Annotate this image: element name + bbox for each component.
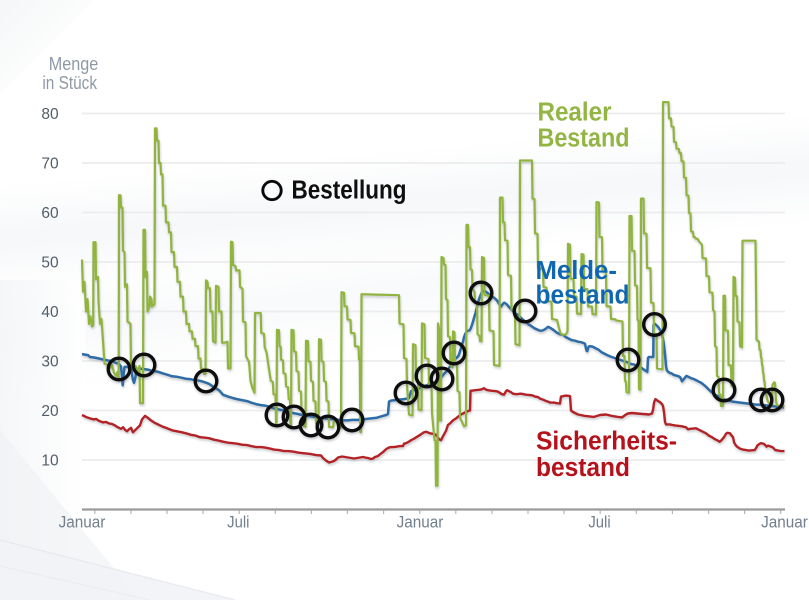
svg-text:Bestand: Bestand bbox=[538, 125, 630, 153]
svg-text:Juli: Juli bbox=[588, 514, 610, 532]
svg-text:30: 30 bbox=[41, 354, 59, 371]
svg-text:in Stück: in Stück bbox=[42, 73, 97, 93]
svg-text:Menge: Menge bbox=[49, 54, 99, 74]
svg-text:Juli: Juli bbox=[227, 514, 249, 532]
svg-text:60: 60 bbox=[41, 205, 59, 222]
svg-text:Realer: Realer bbox=[538, 99, 612, 127]
svg-text:Januar: Januar bbox=[59, 514, 106, 532]
svg-text:80: 80 bbox=[41, 106, 59, 123]
svg-text:20: 20 bbox=[41, 403, 59, 420]
svg-text:Januar: Januar bbox=[397, 514, 444, 532]
svg-text:Bestellung: Bestellung bbox=[292, 177, 407, 205]
svg-text:70: 70 bbox=[41, 156, 59, 173]
svg-text:40: 40 bbox=[41, 304, 59, 321]
svg-text:Januar: Januar bbox=[761, 514, 808, 532]
svg-text:10: 10 bbox=[41, 453, 59, 470]
svg-text:Melde-: Melde- bbox=[536, 257, 618, 285]
svg-text:Sicherheits-: Sicherheits- bbox=[536, 428, 677, 456]
svg-text:bestand: bestand bbox=[536, 454, 630, 482]
svg-text:bestand: bestand bbox=[536, 282, 630, 310]
svg-text:50: 50 bbox=[41, 255, 59, 272]
